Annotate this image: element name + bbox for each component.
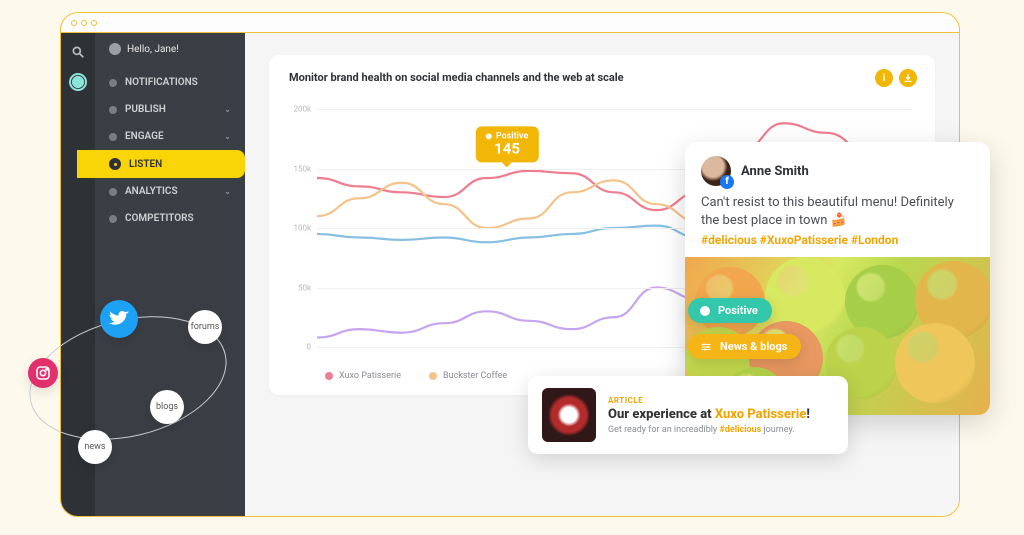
legend-item: Buckster Coffee <box>429 371 507 381</box>
post-text: Can't resist to this beautiful menu! Def… <box>701 194 974 229</box>
article-subtitle: Get ready for an increadibly #delicious … <box>608 425 810 435</box>
chart-title: Monitor brand health on social media cha… <box>289 71 915 84</box>
greeting: Hello, Jane! <box>95 33 245 63</box>
article-title: Our experience at Xuxo Patisserie! <box>608 407 810 422</box>
window-header <box>61 13 959 33</box>
source-news-blogs-chip[interactable]: News & blogs <box>688 334 801 359</box>
article-label: ARTICLE <box>608 396 810 405</box>
bubble-label: news <box>84 442 105 452</box>
sentiment-positive-chip[interactable]: Positive <box>688 298 772 323</box>
facebook-icon: f <box>720 175 734 189</box>
chevron-down-icon: ⌄ <box>224 132 231 141</box>
nav-label: PUBLISH <box>125 104 166 115</box>
article-card[interactable]: ARTICLE Our experience at Xuxo Patisseri… <box>528 376 848 454</box>
competitors-icon <box>109 215 117 223</box>
blogs-bubble[interactable]: blogs <box>150 390 184 424</box>
chevron-down-icon: ⌄ <box>224 187 231 196</box>
nav-competitors[interactable]: COMPETITORS <box>95 205 245 232</box>
chevron-down-icon: ⌄ <box>224 105 231 114</box>
article-sub-highlight: #delicious <box>719 425 761 435</box>
sliders-icon <box>700 341 712 353</box>
instagram-icon[interactable] <box>28 358 58 388</box>
chip-label: Positive <box>718 304 758 317</box>
social-post-card: f Anne Smith Can't resist to this beauti… <box>685 142 990 415</box>
article-body: ARTICLE Our experience at Xuxo Patisseri… <box>608 396 810 435</box>
listen-icon <box>109 158 121 170</box>
news-bubble[interactable]: news <box>78 430 112 464</box>
bell-icon <box>109 79 117 87</box>
brand-logo-icon[interactable] <box>69 73 87 91</box>
article-sub-pre: Get ready for an increadibly <box>608 425 719 435</box>
article-sub-post: journey. <box>761 425 794 435</box>
nav: NOTIFICATIONS PUBLISH ⌄ ENGAGE ⌄ LISTEN … <box>95 63 245 232</box>
nav-label: COMPETITORS <box>125 213 194 224</box>
legend-dot-icon <box>429 372 437 380</box>
greeting-text: Hello, Jane! <box>127 44 179 55</box>
nav-notifications[interactable]: NOTIFICATIONS <box>95 69 245 96</box>
chart-legend: Xuxo Patisserie Buckster Coffee <box>325 371 507 381</box>
nav-label: ANALYTICS <box>125 186 178 197</box>
dot-icon <box>700 306 710 316</box>
bubble-label: forums <box>191 322 220 332</box>
legend-label: Buckster Coffee <box>443 371 507 381</box>
analytics-icon <box>109 188 117 196</box>
publish-icon <box>109 106 117 114</box>
legend-item: Xuxo Patisserie <box>325 371 401 381</box>
tooltip-value: 145 <box>486 142 528 157</box>
nav-analytics[interactable]: ANALYTICS ⌄ <box>95 178 245 205</box>
search-icon[interactable] <box>69 43 87 61</box>
forums-bubble[interactable]: forums <box>188 310 222 344</box>
article-thumbnail <box>542 388 596 442</box>
window-dot <box>91 20 97 26</box>
download-button[interactable] <box>899 69 917 87</box>
card-actions: i <box>875 69 917 87</box>
legend-label: Xuxo Patisserie <box>339 371 401 381</box>
legend-dot-icon <box>325 372 333 380</box>
nav-label: LISTEN <box>129 159 162 170</box>
twitter-icon[interactable] <box>100 300 138 338</box>
avatar-icon <box>109 43 121 55</box>
nav-label: ENGAGE <box>125 131 164 142</box>
post-hashtags: #delicious #XuxoPatisserie #London <box>701 233 974 247</box>
article-title-post: ! <box>806 407 810 422</box>
chart-tooltip: Positive 145 <box>476 127 538 163</box>
nav-engage[interactable]: ENGAGE ⌄ <box>95 123 245 150</box>
window-dot <box>71 20 77 26</box>
article-title-highlight: Xuxo Patisserie <box>715 407 806 422</box>
info-button[interactable]: i <box>875 69 893 87</box>
post-header: f Anne Smith <box>701 156 974 186</box>
post-avatar: f <box>701 156 731 186</box>
engage-icon <box>109 133 117 141</box>
nav-label: NOTIFICATIONS <box>125 77 198 88</box>
post-author: Anne Smith <box>741 164 809 179</box>
nav-publish[interactable]: PUBLISH ⌄ <box>95 96 245 123</box>
nav-listen[interactable]: LISTEN <box>77 150 245 178</box>
chip-label: News & blogs <box>720 340 787 353</box>
window-dot <box>81 20 87 26</box>
article-title-pre: Our experience at <box>608 407 715 422</box>
sidebar: Hello, Jane! NOTIFICATIONS PUBLISH ⌄ ENG… <box>95 33 245 516</box>
bubble-label: blogs <box>156 402 178 412</box>
